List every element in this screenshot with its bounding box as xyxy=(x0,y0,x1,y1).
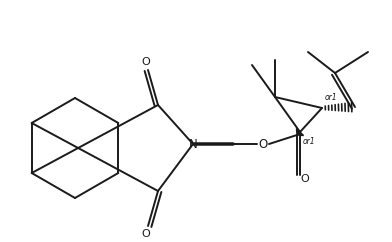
Text: O: O xyxy=(258,137,268,151)
Text: O: O xyxy=(142,229,151,239)
Text: or1: or1 xyxy=(325,93,338,103)
Text: or1: or1 xyxy=(303,137,316,146)
Text: N: N xyxy=(189,137,198,151)
Text: O: O xyxy=(301,174,309,184)
Polygon shape xyxy=(296,129,303,136)
Text: O: O xyxy=(142,57,151,67)
